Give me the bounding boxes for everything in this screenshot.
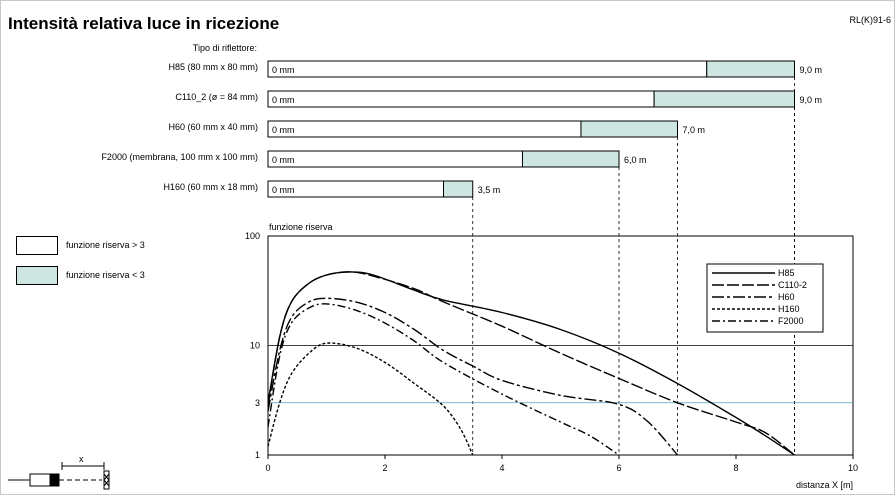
range-bar-low	[706, 60, 795, 78]
range-bar-start: 0 mm	[272, 65, 295, 75]
range-bar-start: 0 mm	[272, 185, 295, 195]
y-tick-label: 100	[245, 231, 260, 241]
reflector-label-h85: H85 (80 mm x 80 mm)	[168, 62, 258, 72]
range-bars: 0 mm 9,0 m 0 mm 9,0 m 0 mm 7,0 m 0 mm 6,0 m 0 mm…	[267, 60, 823, 198]
legend-entry: H85	[778, 268, 795, 278]
range-bar-high	[267, 90, 655, 108]
range-bar-high	[267, 150, 523, 168]
legend-swatch-low	[16, 266, 58, 285]
reflector-label-h60: H60 (60 mm x 40 mm)	[168, 122, 258, 132]
page-title: Intensità relativa luce in ricezione	[8, 14, 280, 33]
y-tick-label: 3	[255, 398, 260, 408]
range-bar-low	[521, 150, 620, 168]
range-bar-end-label: 9,0 m	[800, 95, 823, 105]
figure-code: RL(K)91-6	[849, 15, 891, 25]
range-bar-low	[580, 120, 678, 138]
x-tick-label: 6	[616, 463, 621, 473]
legend-entry: H60	[778, 292, 795, 302]
reflector-label-c110: C110_2 (ø = 84 mm)	[175, 92, 258, 102]
legend-swatch-high	[16, 236, 58, 255]
legend-label-high: funzione riserva > 3	[66, 240, 145, 250]
x-tick-label: 4	[499, 463, 504, 473]
legend-entry: H160	[778, 304, 800, 314]
series-line-h60	[267, 297, 679, 456]
legend-entry: F2000	[778, 316, 804, 326]
y-tick-label: 1	[255, 450, 260, 460]
range-bar-low	[443, 180, 474, 198]
range-bar-start: 0 mm	[272, 125, 295, 135]
x-axis-label: distanza X [m]	[796, 480, 853, 490]
range-bar-end-label: 9,0 m	[800, 65, 823, 75]
y-axis-label: funzione riserva	[269, 222, 333, 232]
range-bar-high	[267, 120, 582, 138]
sensor-icon: x	[8, 454, 110, 490]
range-bar-high	[267, 60, 708, 78]
reflector-heading: Tipo di riflettore:	[192, 43, 257, 53]
legend-label-low: funzione riserva < 3	[66, 270, 145, 280]
x-tick-label: 10	[848, 463, 858, 473]
x-tick-label: 0	[265, 463, 270, 473]
range-bar-end-label: 3,5 m	[478, 185, 501, 195]
range-bar-end-label: 7,0 m	[683, 125, 706, 135]
series-line-f2000	[267, 303, 620, 456]
reflector-label-f2000: F2000 (membrana, 100 mm x 100 mm)	[101, 152, 258, 162]
series-line-h160	[267, 342, 474, 456]
reserve-plot: 1 3 10 100 0 2 4 6 8 10	[245, 231, 858, 473]
range-bar-start: 0 mm	[272, 95, 295, 105]
range-bar-end-label: 6,0 m	[624, 155, 647, 165]
reflector-label-h160: H160 (60 mm x 18 mm)	[163, 182, 258, 192]
range-bar-start: 0 mm	[272, 155, 295, 165]
y-tick-label: 10	[250, 341, 260, 351]
x-tick-label: 8	[733, 463, 738, 473]
chart-legend: H85 C110-2 H60 H160 F2000	[706, 263, 824, 333]
x-tick-label: 2	[382, 463, 387, 473]
legend-frame	[706, 263, 824, 333]
range-bar-low	[653, 90, 795, 108]
series-line-c110-2	[267, 271, 795, 456]
legend-entry: C110-2	[778, 280, 807, 290]
svg-text:x: x	[79, 454, 84, 464]
